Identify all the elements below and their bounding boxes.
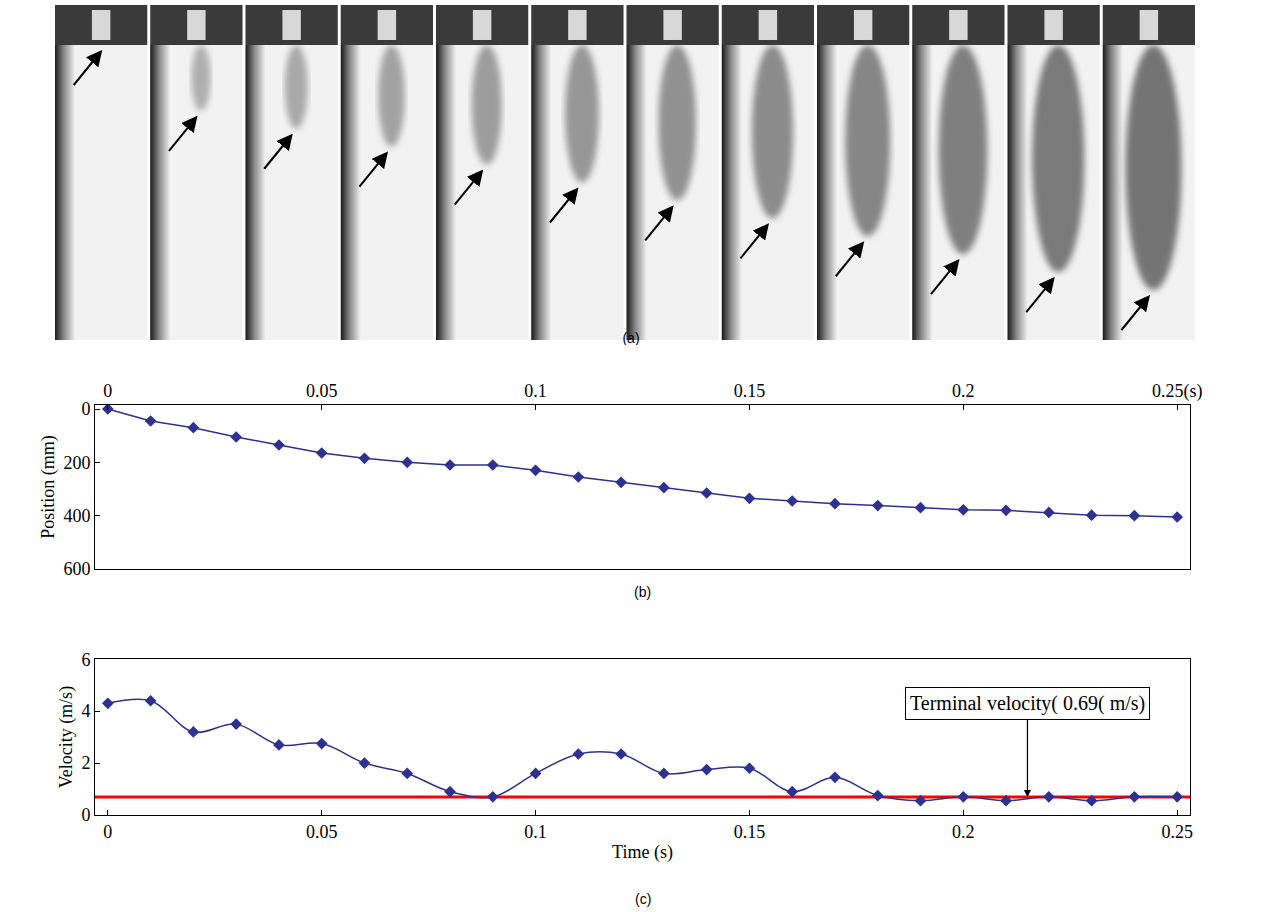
svg-text:0.2: 0.2 [952, 381, 975, 401]
svg-text:2: 2 [81, 753, 90, 773]
svg-text:0: 0 [103, 822, 112, 842]
svg-text:0.1: 0.1 [524, 822, 547, 842]
svg-text:0.25: 0.25 [1161, 822, 1193, 842]
svg-text:Time (s): Time (s) [612, 842, 673, 863]
svg-text:Position (mm): Position (mm) [38, 435, 59, 539]
svg-text:0.05: 0.05 [306, 822, 338, 842]
svg-text:Terminal velocity( 0.69( m/s): Terminal velocity( 0.69( m/s) [910, 692, 1145, 715]
svg-text:(a): (a) [622, 330, 639, 345]
svg-text:(b): (b) [634, 584, 651, 600]
svg-text:200: 200 [63, 453, 90, 473]
svg-text:(c): (c) [635, 891, 651, 907]
svg-text:4: 4 [81, 701, 90, 721]
svg-text:Velocity (m/s): Velocity (m/s) [56, 686, 77, 788]
svg-text:6: 6 [81, 650, 90, 670]
svg-text:0: 0 [81, 805, 90, 825]
svg-text:0.25(s): 0.25(s) [1152, 381, 1203, 402]
svg-text:600: 600 [63, 559, 90, 579]
svg-text:0: 0 [103, 381, 112, 401]
svg-text:0.1: 0.1 [524, 381, 547, 401]
svg-text:0: 0 [81, 399, 90, 419]
svg-text:0.2: 0.2 [952, 822, 975, 842]
svg-text:0.15: 0.15 [734, 381, 766, 401]
svg-text:0.15: 0.15 [734, 822, 766, 842]
svg-text:0.05: 0.05 [306, 381, 338, 401]
svg-text:400: 400 [63, 506, 90, 526]
